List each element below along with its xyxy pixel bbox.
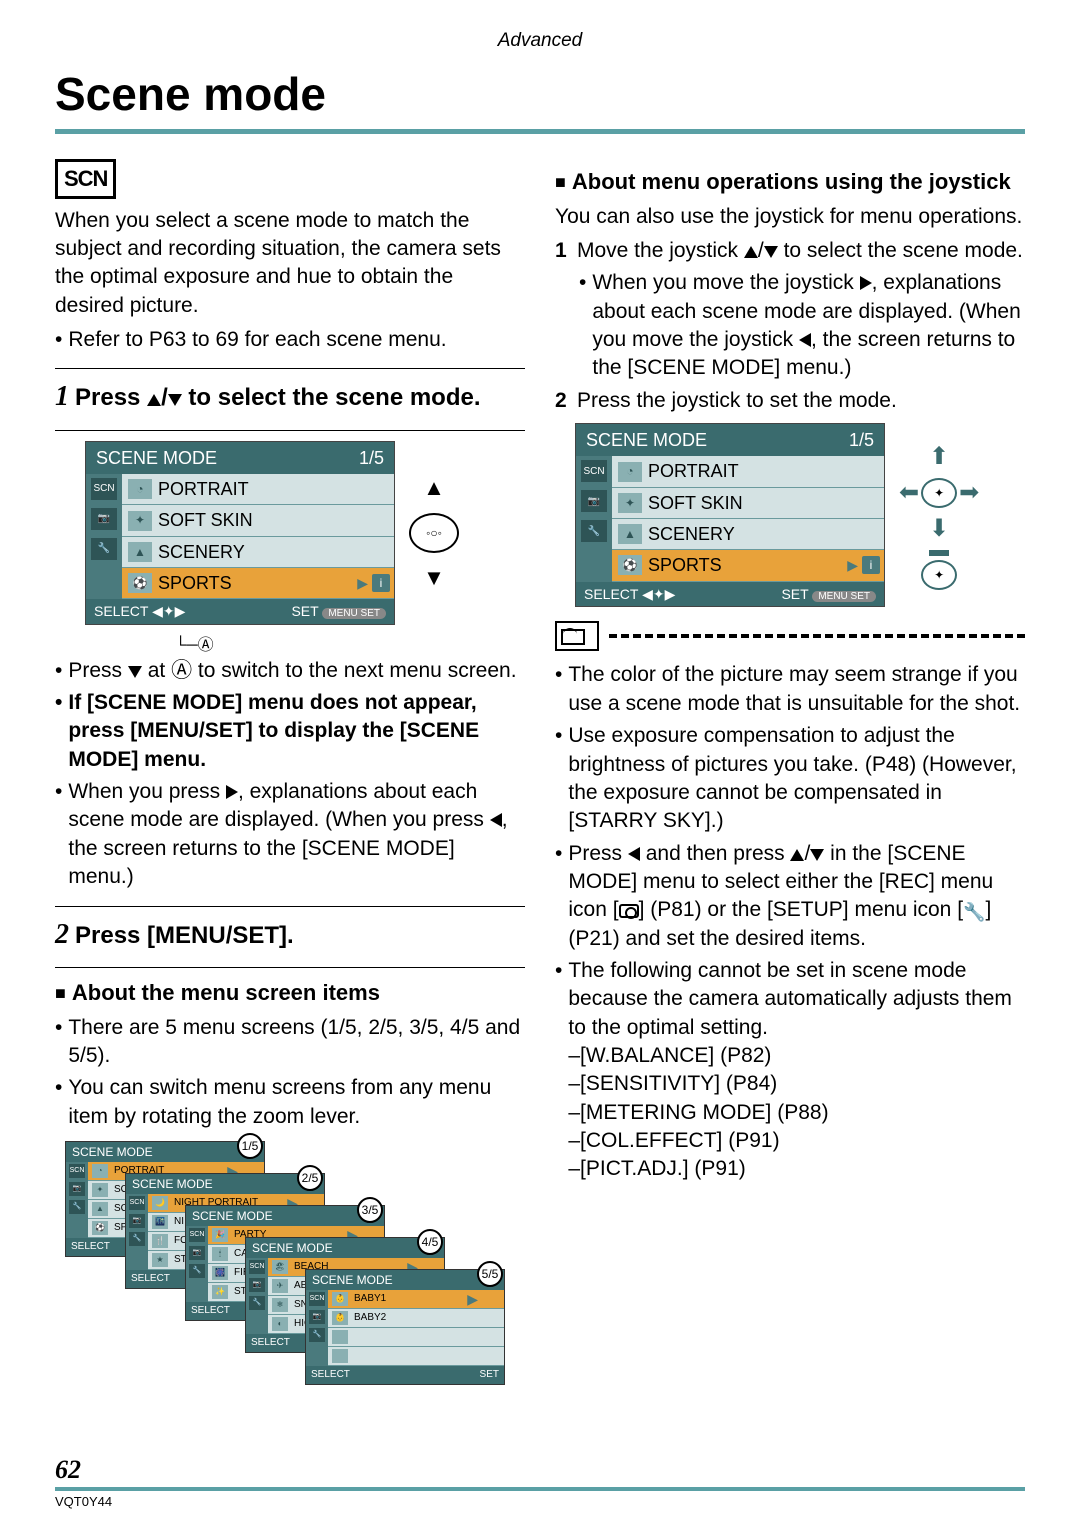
bullet-switch-screens: •You can switch menu screens from any me… (55, 1074, 525, 1131)
page-title: Scene mode (55, 67, 1025, 121)
note-exposure: •Use exposure compensation to adjust the… (555, 722, 1025, 835)
page-footer: 62 VQT0Y44 (55, 1455, 1025, 1509)
wrench-icon: 🔧 (963, 900, 985, 924)
scene-menu-figure-2: SCENE MODE1/5 SCN📷🔧 ◔PORTRAIT ✦SOFT SKIN… (575, 423, 1025, 607)
doc-id: VQT0Y44 (55, 1494, 1025, 1509)
scn-icon: SCN (55, 159, 116, 199)
scene-menu: SCENE MODE1/5 SCN📷🔧 ◔PORTRAIT ✦SOFT SKIN… (85, 441, 395, 625)
about-screens-heading: ■About the menu screen items (55, 978, 525, 1008)
bullet-five-screens: •There are 5 menu screens (1/5, 2/5, 3/5… (55, 1014, 525, 1071)
nav-arrows-icon: ▲ ◦○◦ ▼ (409, 473, 459, 592)
refer-bullet: •Refer to P63 to 69 for each scene menu. (55, 326, 525, 354)
page-number: 62 (55, 1455, 1025, 1485)
joystick-intro: You can also use the joystick for menu o… (555, 203, 1025, 231)
joystick-guide-icon: ⬆ ⬅✦➡ ⬇ ✦ (899, 441, 979, 590)
note-divider (555, 621, 1025, 651)
a-marker: └─Ⓐ (175, 635, 525, 657)
section-label: Advanced (55, 30, 1025, 52)
divider (55, 430, 525, 431)
page: Advanced Scene mode SCN When you select … (0, 0, 1080, 1534)
joystick-icon: ◦○◦ (409, 513, 459, 553)
scene-menu: SCENE MODE1/5 SCN📷🔧 ◔PORTRAIT ✦SOFT SKIN… (575, 423, 885, 607)
left-column: SCN When you select a scene mode to matc… (55, 159, 525, 1455)
step2-heading: 2Press [MENU/SET]. (55, 917, 525, 953)
title-rule (55, 129, 1025, 134)
note-icon (555, 621, 599, 651)
step-joy-1: 1 Move the joystick / to select the scen… (555, 237, 1025, 265)
divider (55, 368, 525, 369)
bullet-if-menu: •If [SCENE MODE] menu does not appear, p… (55, 689, 525, 774)
divider (55, 906, 525, 907)
step-joy-1-sub: • When you move the joystick , explanati… (579, 269, 1025, 382)
camera-icon (619, 904, 639, 918)
intro-text: When you select a scene mode to match th… (55, 207, 525, 320)
note-menu-icons: • Press and then press / in the [SCENE M… (555, 840, 1025, 953)
divider (55, 967, 525, 968)
bullet-explanations: • When you press , explanations about ea… (55, 778, 525, 891)
scene-menu-figure-1: SCENE MODE1/5 SCN📷🔧 ◔PORTRAIT ✦SOFT SKIN… (85, 441, 525, 625)
joystick-heading: ■About menu operations using the joystic… (555, 167, 1025, 197)
step-joy-2: 2Press the joystick to set the mode. (555, 387, 1025, 415)
bullet-next-screen: • Press at Ⓐ to switch to the next menu … (55, 657, 525, 685)
note-color: •The color of the picture may seem stran… (555, 661, 1025, 718)
columns: SCN When you select a scene mode to matc… (55, 159, 1025, 1455)
footer-rule (55, 1487, 1025, 1491)
note-cannot-set: • The following cannot be set in scene m… (555, 957, 1025, 1184)
step1-heading: 1Press / to select the scene mode. (55, 379, 525, 415)
stacked-menus-figure: SCENE MODE1/5 SCN📷🔧 ◔PORTRAIT ✦SO ▲SC ⚽S… (65, 1141, 525, 1441)
right-column: ■About menu operations using the joystic… (555, 159, 1025, 1455)
